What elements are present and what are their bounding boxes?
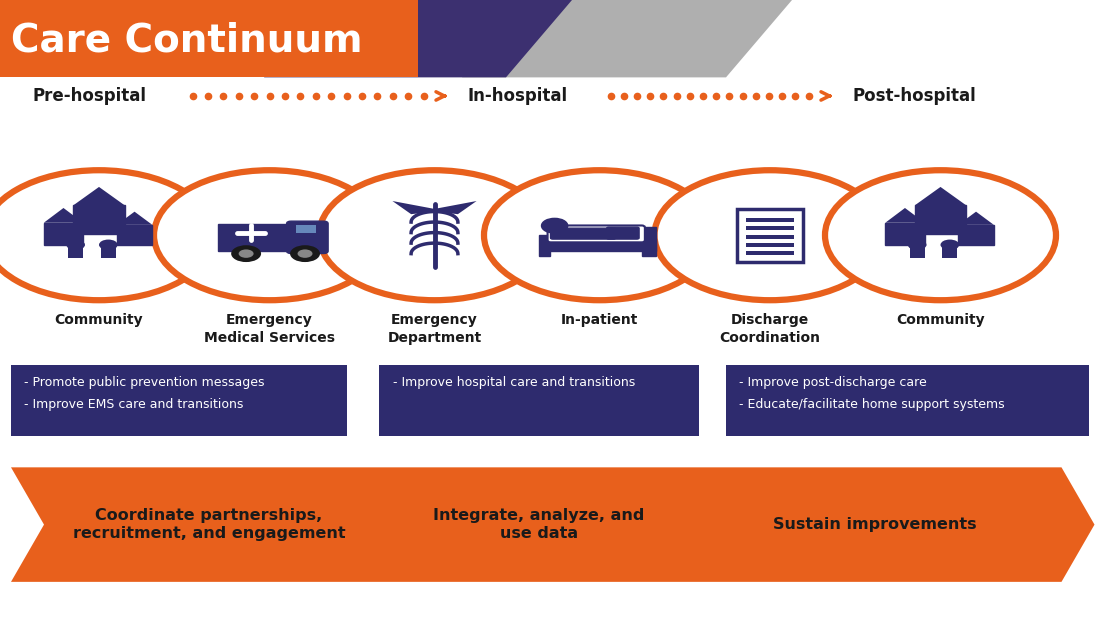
Circle shape [0,170,214,300]
Text: Sustain improvements: Sustain improvements [772,517,977,532]
Text: Community: Community [55,313,143,327]
FancyBboxPatch shape [886,223,925,245]
Text: - Promote public prevention messages
- Improve EMS care and transitions: - Promote public prevention messages - I… [24,376,265,411]
Text: Integrate, analyze, and
use data: Integrate, analyze, and use data [433,508,645,541]
FancyBboxPatch shape [68,248,84,258]
Text: - Improve post-discharge care
- Educate/facilitate home support systems: - Improve post-discharge care - Educate/… [739,376,1004,411]
Circle shape [908,240,926,250]
FancyBboxPatch shape [551,228,616,239]
Polygon shape [11,467,1094,582]
Circle shape [231,245,261,262]
Polygon shape [117,212,152,225]
Circle shape [825,170,1056,300]
FancyBboxPatch shape [746,235,794,239]
FancyBboxPatch shape [11,365,346,436]
Circle shape [99,240,118,250]
Circle shape [290,245,320,262]
Text: Care Continuum: Care Continuum [11,21,363,59]
FancyBboxPatch shape [737,209,803,261]
Polygon shape [44,208,84,223]
Circle shape [654,170,886,300]
FancyBboxPatch shape [539,235,550,256]
Text: Emergency
Medical Services: Emergency Medical Services [204,313,336,345]
FancyBboxPatch shape [287,221,328,254]
FancyBboxPatch shape [548,225,645,242]
Text: In-hospital: In-hospital [468,87,568,105]
Polygon shape [74,187,124,206]
FancyBboxPatch shape [746,226,794,230]
FancyBboxPatch shape [117,225,152,245]
FancyBboxPatch shape [641,227,656,256]
Polygon shape [462,0,792,77]
FancyBboxPatch shape [44,223,84,245]
FancyBboxPatch shape [910,248,925,258]
Polygon shape [264,0,572,77]
Text: Pre-hospital: Pre-hospital [33,87,147,105]
FancyBboxPatch shape [74,206,124,234]
Circle shape [319,170,550,300]
FancyBboxPatch shape [218,223,297,251]
Circle shape [297,249,312,258]
FancyBboxPatch shape [746,243,794,248]
Polygon shape [915,187,966,206]
FancyBboxPatch shape [607,227,639,239]
Polygon shape [434,201,476,214]
Polygon shape [958,212,993,225]
FancyBboxPatch shape [958,225,993,245]
Text: Community: Community [896,313,984,327]
Text: Emergency
Department: Emergency Department [387,313,482,345]
FancyBboxPatch shape [726,365,1089,436]
FancyBboxPatch shape [296,225,317,233]
Text: In-patient: In-patient [561,313,638,327]
Text: - Improve hospital care and transitions: - Improve hospital care and transitions [393,376,635,389]
Circle shape [940,240,959,250]
FancyBboxPatch shape [943,248,957,258]
Polygon shape [886,208,925,223]
Circle shape [239,249,254,258]
FancyBboxPatch shape [746,218,794,222]
FancyBboxPatch shape [746,251,794,255]
Polygon shape [393,201,434,214]
FancyBboxPatch shape [379,365,698,436]
FancyBboxPatch shape [0,0,418,77]
Circle shape [154,170,385,300]
Text: Post-hospital: Post-hospital [852,87,977,105]
Circle shape [66,240,85,250]
FancyBboxPatch shape [101,248,116,258]
Circle shape [541,219,568,233]
Text: Discharge
Coordination: Discharge Coordination [719,313,821,345]
FancyBboxPatch shape [543,240,656,251]
FancyBboxPatch shape [915,206,966,234]
Text: Coordinate partnerships,
recruitment, and engagement: Coordinate partnerships, recruitment, an… [73,508,345,541]
Circle shape [484,170,715,300]
